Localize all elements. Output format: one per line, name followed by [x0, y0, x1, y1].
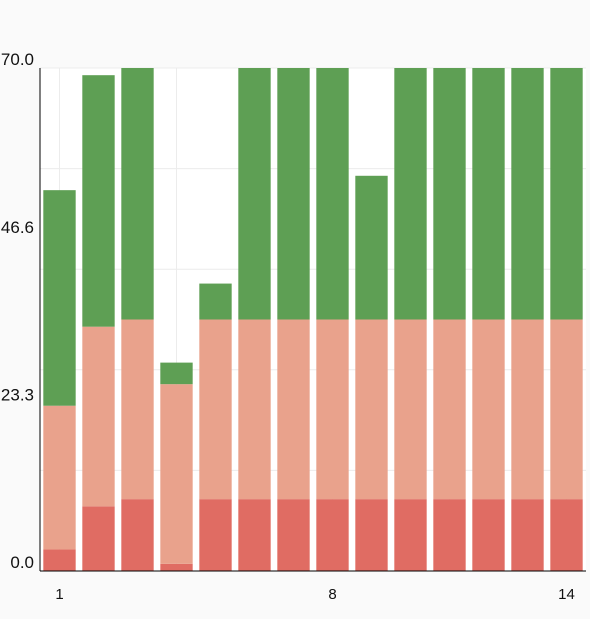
bar-segment	[82, 326, 115, 507]
bar-segment	[238, 319, 271, 500]
bar-segment	[43, 190, 76, 406]
bar-segment	[121, 499, 154, 571]
bar-segment	[43, 405, 76, 550]
bar-segment	[238, 499, 271, 571]
bar-segment	[160, 563, 193, 571]
bar-segment	[316, 499, 349, 571]
bar-segment	[355, 175, 388, 320]
bar-segment	[472, 68, 505, 320]
bar-segment	[199, 499, 232, 571]
bar-segment	[43, 549, 76, 571]
bar-segment	[511, 319, 544, 500]
bar-segment	[238, 68, 271, 320]
bar-segment	[160, 384, 193, 564]
bar-segment	[472, 499, 505, 571]
bar-segment	[394, 68, 427, 320]
bar-segment	[394, 319, 427, 500]
bar-segment	[277, 68, 310, 320]
bar-segment	[550, 68, 583, 320]
bar-segment	[199, 319, 232, 500]
bar-segment	[394, 499, 427, 571]
bar-segment	[511, 499, 544, 571]
y-tick-label: 23.3	[1, 386, 34, 405]
bar-segment	[316, 319, 349, 500]
bar-segment	[433, 499, 466, 571]
bar-segment	[433, 68, 466, 320]
bar-segment	[160, 362, 193, 385]
bar-segment	[121, 319, 154, 500]
bar-segment	[472, 319, 505, 500]
bar-segment	[121, 68, 154, 320]
bar-segment	[82, 506, 115, 571]
bar-segment	[355, 319, 388, 500]
x-tick-label: 1	[55, 586, 63, 603]
y-tick-label: 0.0	[10, 553, 34, 572]
bar-segment	[433, 319, 466, 500]
y-tick-label: 46.6	[1, 218, 34, 237]
bar-segment	[550, 499, 583, 571]
bar-segment	[277, 319, 310, 500]
bar-segment	[550, 319, 583, 500]
bar-segment	[82, 75, 115, 327]
x-tick-label: 14	[558, 586, 575, 603]
bar-segment	[316, 68, 349, 320]
bar-segment	[355, 499, 388, 571]
y-tick-label: 70.0	[1, 50, 34, 69]
bar-segment	[511, 68, 544, 320]
bar-segment	[277, 499, 310, 571]
bar-segment	[199, 283, 232, 320]
x-tick-label: 8	[328, 586, 336, 603]
